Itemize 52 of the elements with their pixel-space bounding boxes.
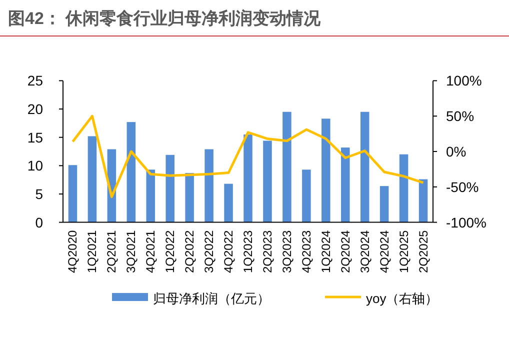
y-tick-label: 10 [27,158,44,174]
legend-label: yoy（右轴） [366,291,438,306]
x-tick-label: 3Q2024 [358,230,372,274]
chart-title: 图42： 休闲零食行业归母净利润变动情况 [8,9,322,28]
bar [340,148,350,222]
x-tick-label: 3Q2022 [202,230,216,274]
bar [263,140,272,222]
bar [185,173,194,222]
bar [224,184,233,222]
x-tick-label: 2Q2025 [416,230,430,274]
y-tick-label: 5 [35,186,44,202]
x-tick-label: 1Q2023 [241,230,255,274]
y-tick-label: 25 [27,72,44,89]
y-tick-label: 15 [27,129,44,146]
x-tick-label: 1Q2025 [396,230,411,274]
bar [302,170,311,222]
line-series [71,114,425,198]
bar [166,154,174,222]
x-tick-label: 3Q2023 [280,230,294,274]
x-tick-label: 2Q2021 [104,230,119,274]
bar [146,170,156,222]
x-tick-label: 4Q2020 [66,230,80,274]
x-tick-label: 3Q2021 [124,230,138,274]
x-tick-label: 1Q2024 [318,230,333,274]
y2-tick-label: 0% [446,144,466,160]
x-tick-label: 2Q2024 [338,230,352,274]
x-tick-label: 4Q2022 [222,230,236,274]
y-tick-label: 0 [35,214,44,230]
bar [380,186,389,222]
x-tick-label: 4Q2024 [377,230,392,274]
x-tick-label: 2Q2023 [260,230,274,274]
x-tick-label: 2Q2022 [182,230,197,274]
bar [126,122,136,222]
bar [360,112,370,222]
bar [322,118,330,222]
y2-tick-label: -100% [446,214,486,230]
y2-tick-label: -50% [446,178,479,195]
x-tick-label: 1Q2021 [85,230,100,274]
bar [204,149,214,222]
bar [399,154,408,222]
x-tick-label: 4Q2021 [144,230,158,274]
y-tick-label: 20 [27,101,44,118]
bar [282,112,292,222]
bar [244,134,252,222]
bar [418,179,428,222]
y2-tick-label: 100% [446,72,482,89]
legend-label: 归母净利润（亿元） [153,291,270,306]
y2-tick-label: 50% [446,108,474,124]
x-tick-label: 4Q2023 [299,230,314,274]
x-tick-label: 1Q2022 [163,230,178,274]
bar [88,136,97,222]
bar [68,165,78,222]
